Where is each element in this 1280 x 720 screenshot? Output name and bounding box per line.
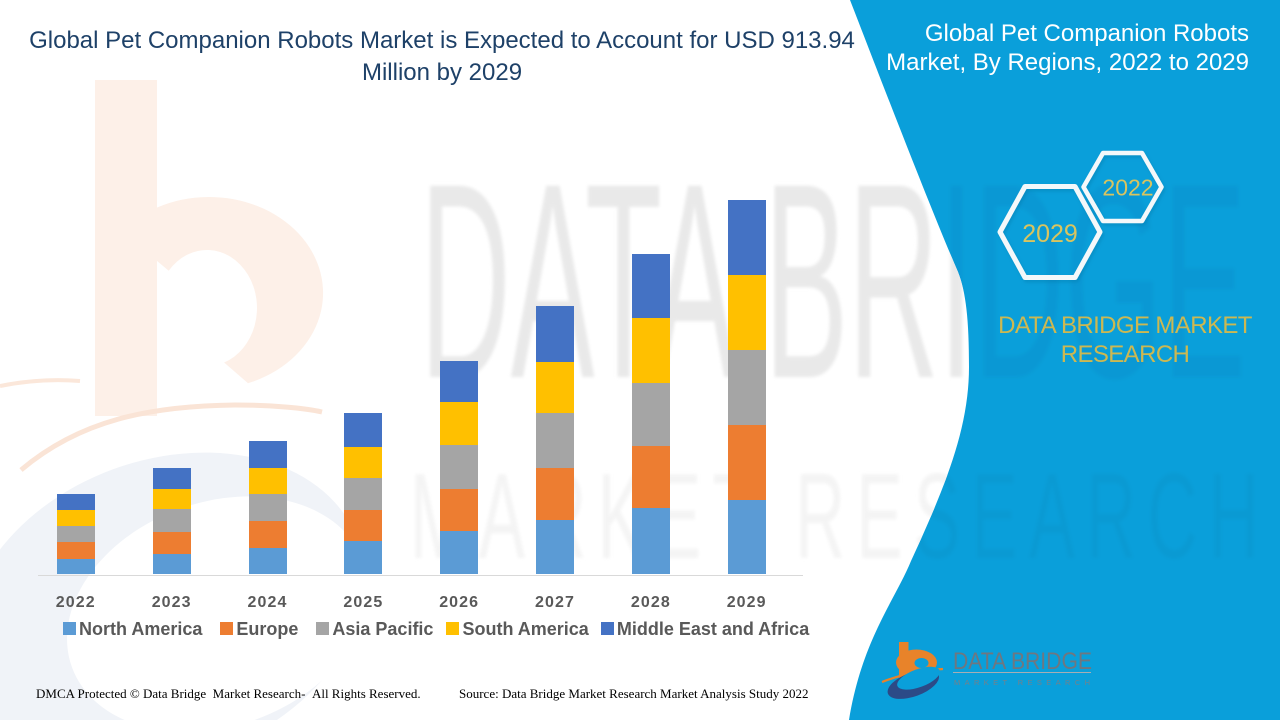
svg-text:2029: 2029 — [1022, 220, 1078, 248]
svg-text:MARKET RESEARCH: MARKET RESEARCH — [410, 448, 1270, 584]
svg-text:2022: 2022 — [1102, 175, 1153, 201]
svg-text:MARKET RESEARCH: MARKET RESEARCH — [954, 678, 1090, 687]
svg-text:DATA BRIDGE: DATA BRIDGE — [953, 648, 1092, 675]
svg-text:DATA BRIDGE: DATA BRIDGE — [420, 125, 1246, 436]
